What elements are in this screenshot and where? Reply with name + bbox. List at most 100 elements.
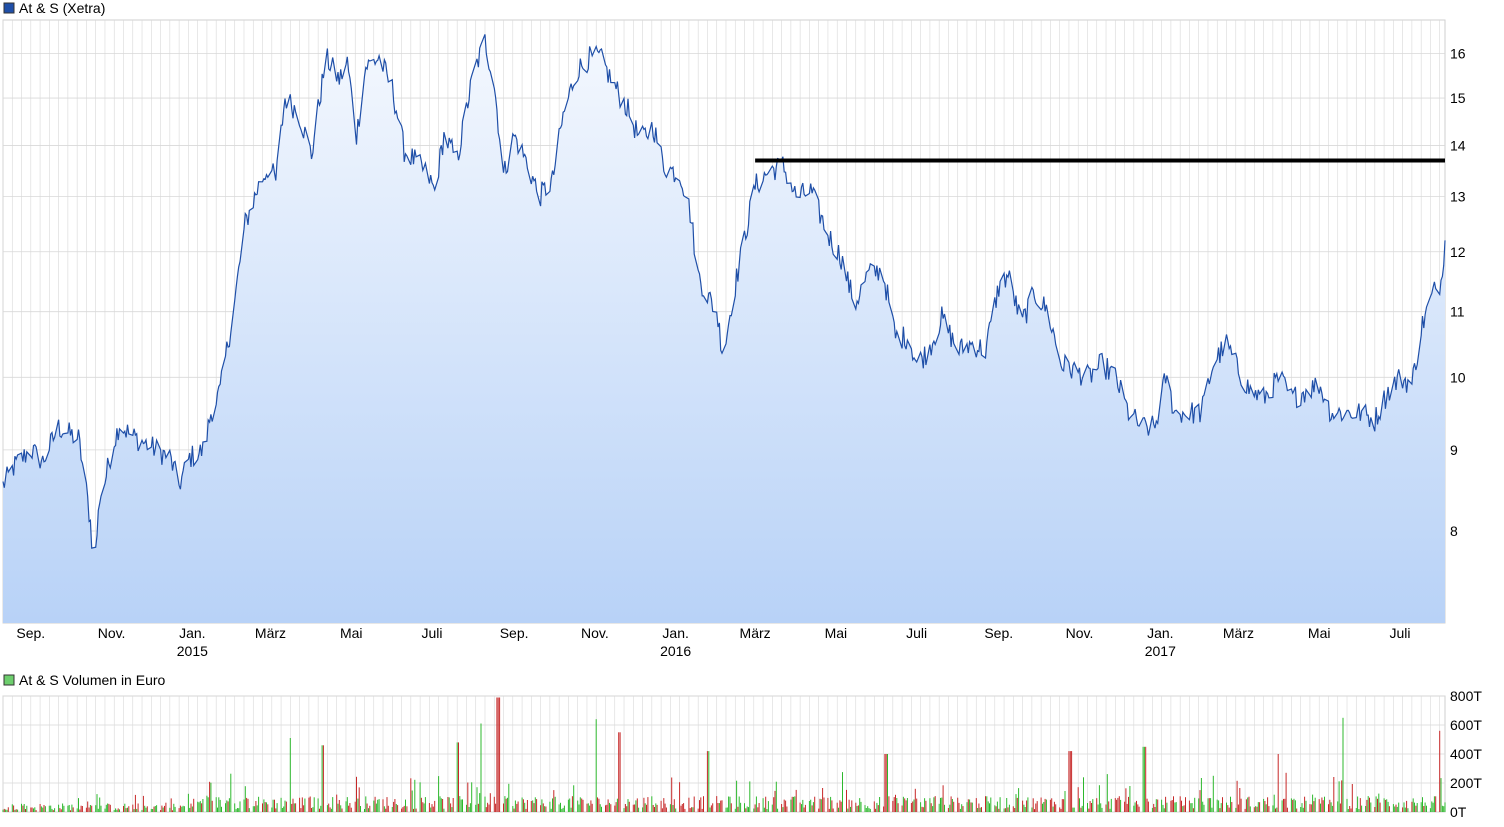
volume-bar <box>99 797 101 812</box>
volume-bar <box>1118 796 1120 812</box>
volume-bar <box>1211 807 1213 812</box>
volume-bar <box>1285 772 1287 812</box>
volume-bar <box>642 807 644 812</box>
volume-bar <box>1003 808 1005 812</box>
volume-bar <box>1255 806 1257 812</box>
volume-bar <box>1007 807 1009 812</box>
volume-bar <box>897 803 899 812</box>
volume-bar <box>1305 800 1307 812</box>
volume-bar <box>293 803 295 812</box>
volume-bar <box>647 797 649 812</box>
volume-bar <box>52 810 54 812</box>
volume-bar <box>1194 797 1196 812</box>
volume-bar <box>1192 808 1194 812</box>
volume-bar <box>996 801 998 812</box>
volume-bar <box>1228 807 1230 812</box>
volume-bar <box>280 797 282 812</box>
volume-bar <box>550 808 552 812</box>
volume-bar <box>1218 800 1220 812</box>
volume-y-tick-label: 800T <box>1450 688 1482 704</box>
volume-bar <box>100 805 102 812</box>
volume-bar <box>1432 802 1434 812</box>
volume-bar <box>950 796 952 812</box>
volume-bar <box>495 803 497 812</box>
volume-bar <box>883 806 885 812</box>
volume-bar <box>892 800 894 812</box>
volume-bar <box>820 799 822 812</box>
volume-bar <box>977 808 979 812</box>
volume-bar <box>1244 808 1246 812</box>
volume-bar <box>1357 796 1359 812</box>
volume-bar <box>1412 798 1414 812</box>
volume-bar <box>1237 804 1239 812</box>
volume-bar <box>1207 798 1209 812</box>
volume-bar <box>1080 807 1082 812</box>
volume-bar <box>857 805 859 812</box>
volume-bar <box>1185 797 1186 812</box>
volume-bar <box>942 785 944 812</box>
volume-bar <box>624 804 626 812</box>
volume-bar <box>88 807 90 812</box>
volume-bar <box>423 803 425 812</box>
volume-bar <box>17 809 19 812</box>
volume-bar <box>225 803 226 812</box>
volume-bar <box>795 789 797 812</box>
volume-bar <box>969 799 971 812</box>
volume-bar <box>1068 751 1070 812</box>
volume-bar <box>691 807 693 812</box>
volume-bar <box>1004 808 1006 812</box>
volume-bar <box>308 797 310 812</box>
volume-bar <box>1190 803 1192 812</box>
volume-bar <box>234 803 236 812</box>
volume-bar <box>219 799 221 812</box>
volume-bar <box>489 793 491 812</box>
volume-bar <box>375 803 377 812</box>
volume-bar <box>30 807 32 812</box>
volume-bar <box>944 804 945 812</box>
volume-bar <box>672 805 674 812</box>
volume-bar <box>1283 798 1284 812</box>
volume-bar <box>357 798 359 812</box>
volume-bar <box>2 809 4 812</box>
volume-bar <box>275 808 277 812</box>
volume-bar <box>836 802 838 812</box>
price-chart-title: At & S (Xetra) <box>19 0 105 16</box>
volume-bar <box>291 803 293 812</box>
volume-bar <box>953 801 955 812</box>
volume-bar <box>1044 798 1046 812</box>
volume-bar <box>276 803 278 812</box>
volume-bar <box>1439 730 1441 812</box>
volume-bar <box>411 790 413 812</box>
volume-bar <box>1347 809 1349 812</box>
volume-bar <box>1089 801 1091 812</box>
volume-bar <box>716 796 718 812</box>
volume-bar <box>957 797 959 812</box>
volume-bar <box>1318 799 1320 812</box>
volume-bar <box>377 799 379 812</box>
volume-bar <box>1136 800 1137 812</box>
volume-bar <box>26 805 28 812</box>
volume-bar <box>211 800 213 812</box>
volume-bar <box>1301 803 1303 812</box>
volume-bar <box>1014 808 1016 812</box>
volume-bar <box>999 797 1001 812</box>
volume-bar <box>346 797 348 812</box>
volume-bar <box>1146 798 1148 812</box>
volume-bar <box>76 808 78 812</box>
price-x-tick-label: Sep. <box>500 625 529 641</box>
volume-bar <box>373 800 375 812</box>
volume-bar <box>561 808 563 812</box>
volume-bar <box>462 799 463 812</box>
volume-bar <box>605 805 606 812</box>
volume-bar <box>1374 807 1376 812</box>
volume-bar <box>1441 805 1443 812</box>
volume-bar <box>395 804 397 812</box>
volume-bar <box>1049 799 1051 812</box>
price-y-tick-label: 13 <box>1450 189 1466 205</box>
volume-bar <box>606 804 608 812</box>
volume-bar <box>1370 802 1372 812</box>
volume-bar <box>962 806 964 812</box>
volume-bar <box>1338 781 1340 812</box>
volume-bar <box>706 751 708 812</box>
volume-bar <box>337 803 339 812</box>
